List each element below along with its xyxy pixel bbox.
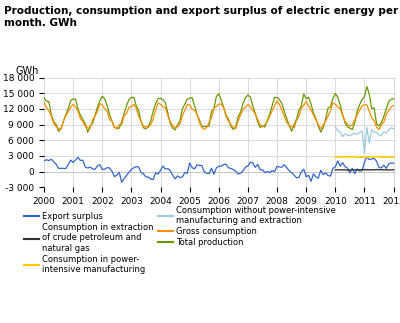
Text: Production, consumption and export surplus of electric energy per
month. GWh: Production, consumption and export surpl… bbox=[4, 6, 398, 28]
Text: GWh: GWh bbox=[16, 67, 39, 77]
Legend: Export surplus, Consumption in extraction
of crude petroleum and
natural gas, Co: Export surplus, Consumption in extractio… bbox=[24, 206, 336, 274]
